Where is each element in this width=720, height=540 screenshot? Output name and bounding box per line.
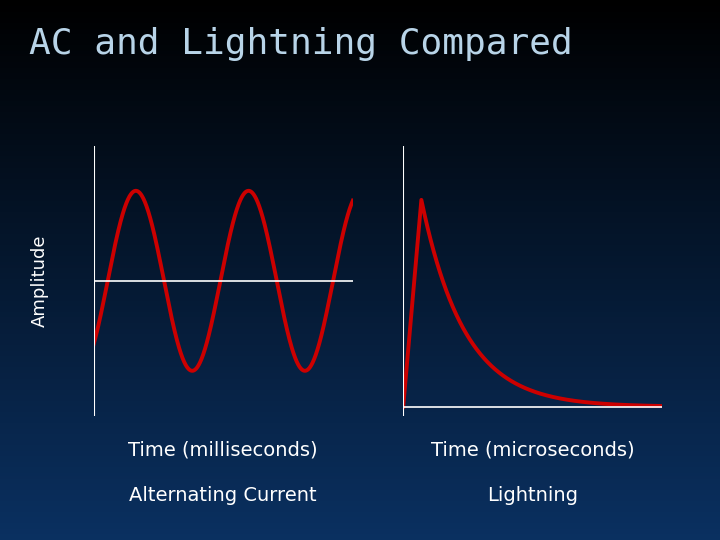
Text: Alternating Current: Alternating Current [130,486,317,505]
Text: AC and Lightning Compared: AC and Lightning Compared [29,27,572,61]
Text: Time (microseconds): Time (microseconds) [431,440,634,459]
Text: Lightning: Lightning [487,486,578,505]
Text: Amplitude: Amplitude [30,234,49,327]
Text: Time (milliseconds): Time (milliseconds) [128,440,318,459]
